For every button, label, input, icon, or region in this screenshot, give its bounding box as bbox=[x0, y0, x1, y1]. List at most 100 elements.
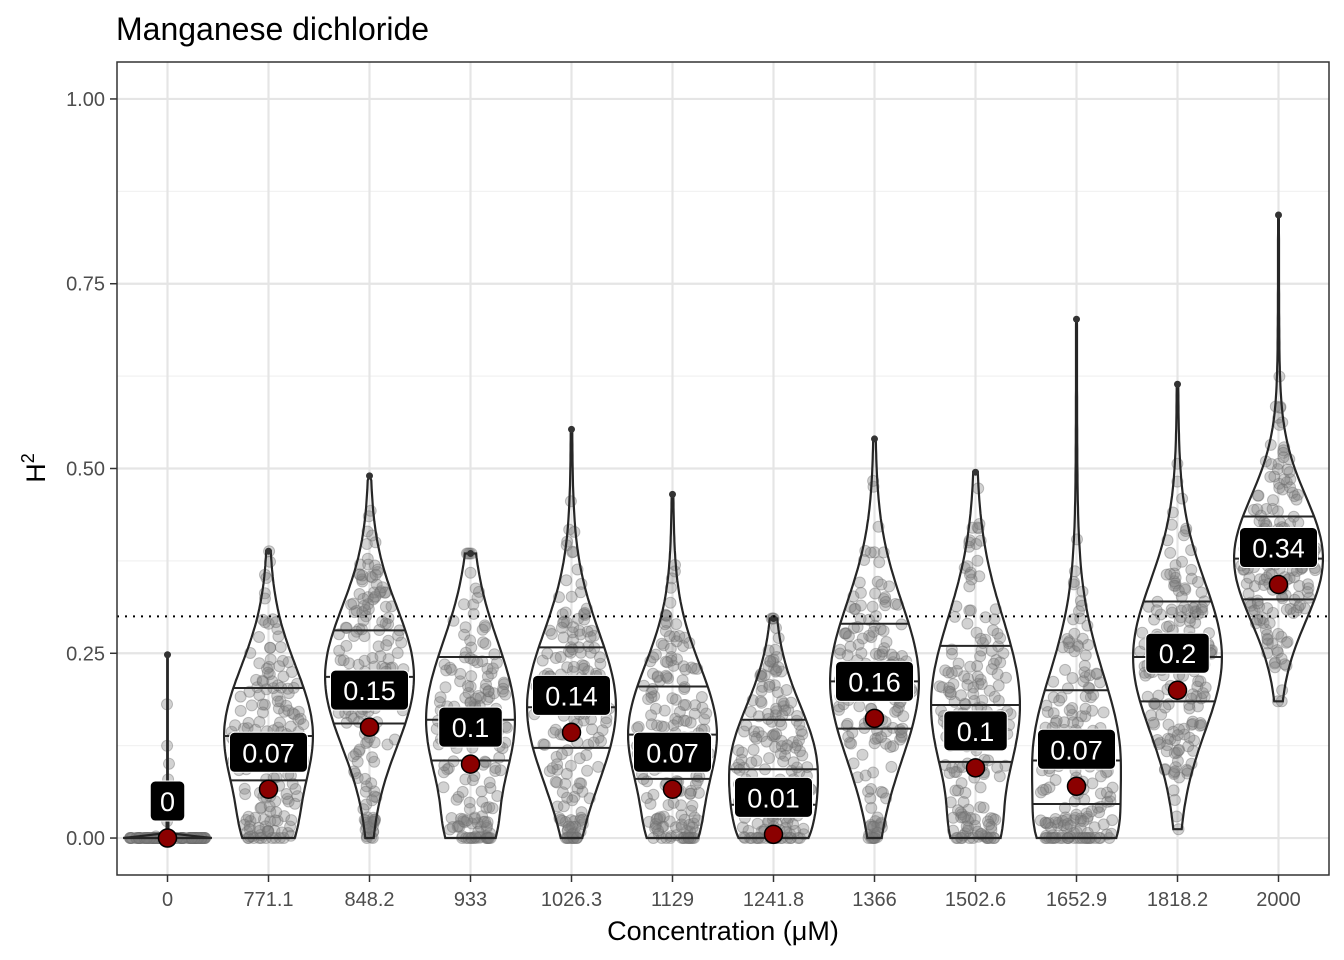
jitter-point bbox=[269, 814, 282, 827]
jitter-point bbox=[677, 640, 690, 653]
jitter-point bbox=[478, 619, 491, 632]
mean-point bbox=[763, 824, 784, 845]
jitter-point bbox=[268, 824, 281, 837]
jitter-point bbox=[869, 587, 882, 600]
mean-point bbox=[662, 779, 683, 800]
jitter-point bbox=[261, 666, 274, 679]
jitter-point bbox=[766, 656, 779, 668]
jitter-point bbox=[365, 777, 378, 790]
jitter-point bbox=[777, 755, 790, 768]
jitter-point bbox=[357, 614, 370, 627]
jitter-point bbox=[988, 690, 1001, 703]
jitter-point bbox=[1288, 571, 1301, 584]
jitter-point bbox=[670, 635, 683, 648]
jitter-point bbox=[464, 566, 477, 579]
jitter-point bbox=[294, 712, 307, 725]
jitter-point bbox=[1162, 732, 1174, 745]
jitter-point bbox=[984, 812, 997, 825]
jitter-point bbox=[971, 660, 984, 672]
jitter-point bbox=[670, 618, 683, 631]
jitter-point bbox=[253, 824, 266, 837]
jitter-point bbox=[867, 820, 880, 833]
jitter-point bbox=[779, 742, 792, 755]
jitter-point bbox=[585, 624, 598, 637]
jitter-point bbox=[698, 713, 711, 726]
jitter-point bbox=[775, 740, 788, 753]
jitter-point bbox=[1064, 819, 1077, 832]
jitter-point bbox=[357, 592, 370, 605]
jitter-point bbox=[1286, 486, 1299, 499]
jitter-point bbox=[1191, 576, 1204, 588]
jitter-point bbox=[990, 654, 1003, 666]
jitter-point bbox=[873, 649, 886, 662]
jitter-point bbox=[889, 705, 902, 718]
jitter-point bbox=[452, 819, 465, 832]
jitter-point bbox=[750, 732, 763, 745]
jitter-point bbox=[262, 660, 275, 673]
jitter-point bbox=[845, 737, 858, 750]
jitter-point bbox=[673, 630, 686, 642]
jitter-point bbox=[1176, 555, 1188, 568]
jitter-point bbox=[787, 756, 800, 769]
jitter-point bbox=[488, 687, 500, 700]
jitter-point bbox=[550, 750, 563, 763]
jitter-point bbox=[469, 830, 482, 843]
jitter-point bbox=[243, 820, 256, 833]
jitter-point bbox=[1251, 503, 1264, 516]
jitter-point bbox=[595, 735, 607, 748]
jitter-point bbox=[769, 740, 782, 753]
jitter-point bbox=[1248, 580, 1261, 593]
jitter-point bbox=[274, 695, 287, 708]
jitter-point bbox=[1261, 632, 1274, 645]
jitter-point bbox=[856, 748, 869, 761]
jitter-point bbox=[687, 817, 700, 830]
jitter-point bbox=[1168, 766, 1181, 779]
jitter-point bbox=[576, 785, 589, 798]
jitter-point bbox=[547, 726, 560, 739]
jitter-point bbox=[561, 791, 574, 804]
jitter-point bbox=[264, 641, 277, 654]
jitter-point bbox=[445, 663, 458, 676]
jitter-point bbox=[1189, 605, 1202, 618]
jitter-point bbox=[549, 652, 562, 664]
jitter-point bbox=[864, 546, 877, 559]
jitter-point bbox=[784, 828, 796, 840]
y-tick-label: 0.00 bbox=[66, 828, 105, 850]
jitter-point bbox=[163, 757, 175, 770]
mean-label: 0.07 bbox=[1050, 735, 1103, 765]
jitter-point bbox=[562, 820, 575, 833]
jitter-point bbox=[862, 785, 875, 798]
jitter-point bbox=[368, 559, 381, 572]
jitter-point bbox=[351, 755, 364, 768]
jitter-point bbox=[1273, 477, 1286, 490]
jitter-point bbox=[651, 671, 664, 684]
mean-label: 0.01 bbox=[747, 783, 800, 813]
jitter-point bbox=[488, 648, 501, 661]
jitter-point bbox=[481, 820, 493, 833]
jitter-point bbox=[943, 767, 956, 779]
jitter-point bbox=[549, 775, 562, 788]
jitter-point bbox=[254, 802, 267, 815]
jitter-point bbox=[559, 816, 572, 828]
jitter-point bbox=[970, 626, 983, 639]
jitter-point bbox=[573, 752, 586, 765]
jitter-point bbox=[496, 685, 509, 698]
jitter-point bbox=[1186, 688, 1199, 701]
jitter-point bbox=[337, 654, 350, 667]
jitter-point bbox=[1037, 784, 1050, 796]
jitter-point bbox=[1061, 633, 1074, 645]
jitter-point bbox=[789, 824, 802, 837]
jitter-point bbox=[1058, 716, 1071, 729]
jitter-point bbox=[662, 672, 675, 685]
jitter-point bbox=[1254, 573, 1266, 586]
jitter-point bbox=[345, 598, 358, 611]
jitter-point bbox=[661, 656, 674, 669]
jitter-point bbox=[1178, 728, 1191, 741]
jitter-point bbox=[549, 723, 562, 736]
jitter-point bbox=[750, 754, 763, 767]
jitter-point bbox=[459, 646, 472, 659]
jitter-point bbox=[1261, 633, 1274, 646]
max-point bbox=[871, 435, 878, 443]
jitter-point bbox=[574, 628, 587, 641]
jitter-point bbox=[1165, 603, 1178, 616]
